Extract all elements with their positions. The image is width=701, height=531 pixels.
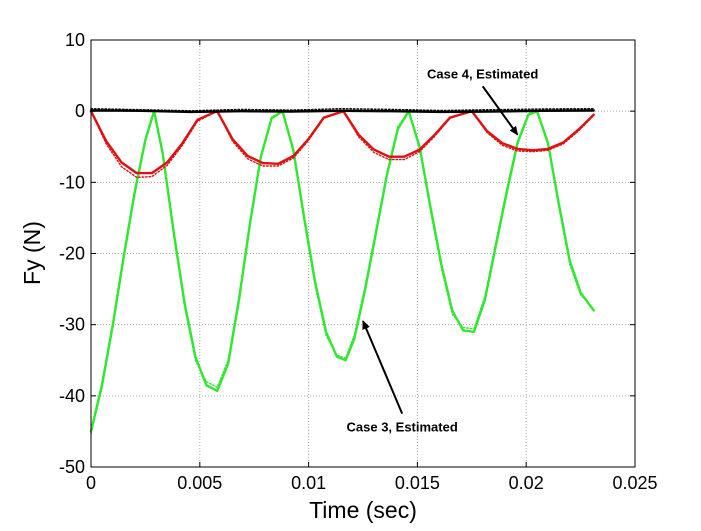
x-tick-label: 0.025 — [612, 473, 657, 493]
series-line-case3-dotted — [90, 110, 595, 435]
y-tick-label: 10 — [65, 30, 85, 50]
y-axis-title: Fy (N) — [19, 221, 45, 285]
y-tick-label: -30 — [59, 315, 85, 335]
ticks: 0 0.005 0.01 0.015 0.02 0.025 10 0 -10 -20 -30 -40 -… — [59, 30, 658, 493]
series-line-black-solid — [89, 109, 595, 114]
x-tick-label: 0.015 — [395, 473, 440, 493]
annotation-arrow — [362, 320, 404, 415]
x-tick-label: 0 — [86, 473, 96, 493]
y-tick-label: 0 — [75, 101, 85, 121]
x-tick-label: 0.005 — [177, 473, 222, 493]
annotation-arrow — [481, 85, 519, 136]
annotation-label: Case 3, Estimated — [347, 420, 458, 435]
annotation-label: Case 4, Estimated — [427, 66, 538, 81]
y-tick-label: -20 — [59, 244, 85, 264]
x-tick-label: 0.02 — [509, 473, 544, 493]
x-axis-title: Time (sec) — [309, 497, 417, 523]
series-line-black-dotted — [90, 107, 595, 112]
x-tick-label: 0.01 — [291, 473, 326, 493]
annotations: Case 4, Estimated Case 3, Estimated — [347, 66, 539, 434]
y-tick-label: -50 — [59, 457, 85, 477]
y-tick-label: -10 — [59, 172, 85, 192]
series-group — [89, 107, 595, 435]
y-tick-label: -40 — [59, 386, 85, 406]
